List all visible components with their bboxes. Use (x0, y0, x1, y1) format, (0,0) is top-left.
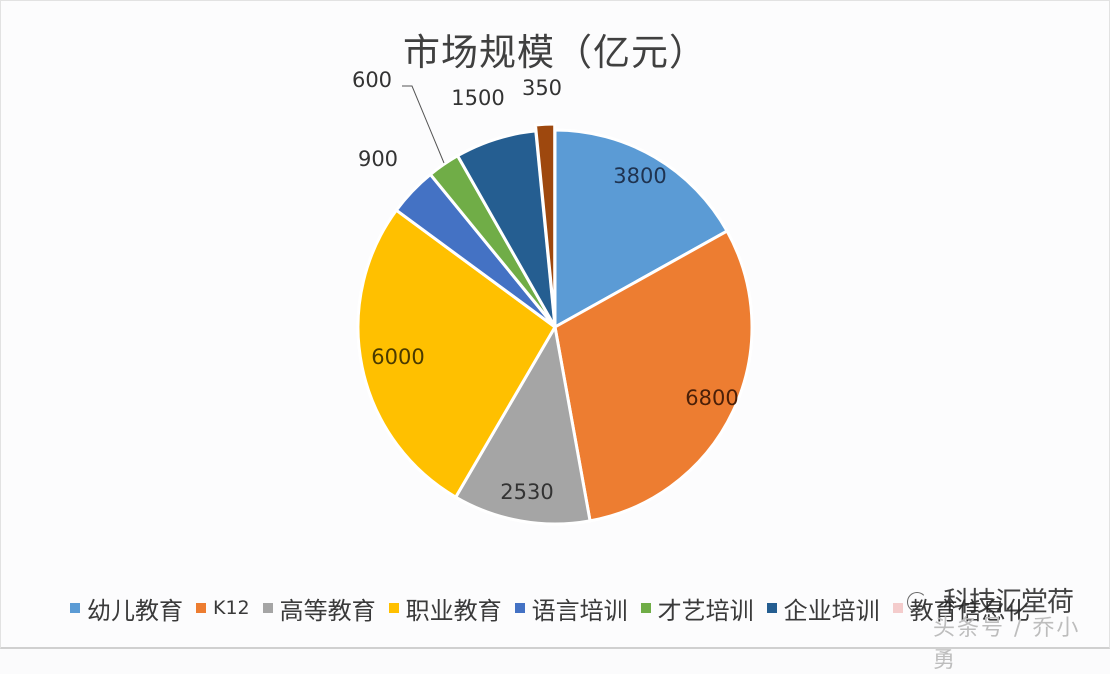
slice-edtech (533, 122, 557, 322)
legend-label: 幼儿教育 (87, 596, 183, 625)
legend-swatch-icon (514, 603, 525, 613)
data-label: 2530 (500, 480, 553, 504)
data-label: 1500 (451, 86, 504, 110)
legend-swatch-icon (70, 603, 80, 613)
legend-label: 语言培训 (531, 596, 628, 625)
slice-higher-ed (453, 322, 592, 526)
legend-label: K12 (213, 597, 250, 619)
data-label: 600 (352, 68, 392, 92)
slice-preschool (553, 128, 730, 330)
legend-swatch-icon (766, 603, 777, 613)
pie-chart: 3800 6800 2530 6000 900 600 1500 350 (352, 68, 754, 526)
legend-label: 教育信息化 (909, 596, 1030, 625)
legend-swatch-icon (388, 603, 399, 613)
legend-item-corporate: 企业培训 (766, 591, 880, 626)
legend: 幼儿教育 K12 高等教育 职业教育 语言培训 才艺培训 企业培训 教育信息化 (70, 590, 1043, 626)
data-label: 3800 (613, 164, 666, 188)
legend-item-edtech: 教育信息化 (892, 591, 1030, 626)
legend-swatch-icon (262, 603, 273, 613)
legend-label: 才艺培训 (657, 596, 754, 625)
data-label: 350 (522, 76, 562, 100)
legend-swatch-icon (640, 603, 651, 613)
legend-label: 企业培训 (783, 596, 880, 625)
legend-item-language: 语言培训 (514, 591, 628, 626)
legend-swatch-icon (892, 603, 903, 613)
legend-label: 高等教育 (279, 596, 376, 625)
legend-label: 职业教育 (405, 596, 502, 625)
data-label: 6000 (371, 345, 424, 369)
legend-item-k12: K12 (196, 597, 250, 619)
slice-vocational (356, 208, 557, 500)
legend-item-arts: 才艺培训 (640, 591, 754, 626)
legend-item-preschool: 幼儿教育 (70, 591, 183, 626)
legend-item-vocational: 职业教育 (388, 591, 502, 626)
legend-item-higher-ed: 高等教育 (262, 591, 376, 626)
legend-swatch-icon (196, 603, 206, 613)
data-label: 6800 (685, 386, 738, 410)
slice-k12 (553, 229, 754, 523)
leader-line (402, 85, 445, 164)
chart-title: 市场规模（亿元） (403, 31, 707, 74)
data-label: 900 (358, 147, 398, 171)
